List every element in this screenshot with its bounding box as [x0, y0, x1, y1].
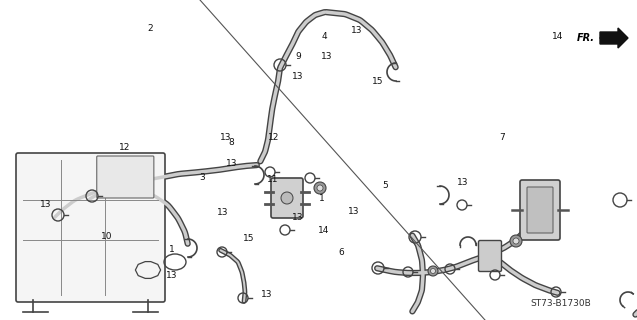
Text: 5: 5 [382, 181, 389, 190]
Circle shape [314, 182, 326, 194]
Text: 13: 13 [225, 159, 237, 168]
Text: 8: 8 [228, 138, 234, 147]
Text: 1: 1 [318, 194, 325, 203]
Text: 6: 6 [338, 248, 344, 257]
Text: 13: 13 [321, 52, 333, 60]
Text: 14: 14 [318, 226, 329, 235]
Text: 10: 10 [101, 232, 113, 241]
Text: 12: 12 [268, 133, 280, 142]
Text: 14: 14 [552, 32, 563, 41]
Text: 7: 7 [499, 133, 505, 142]
Text: 15: 15 [372, 77, 383, 86]
Circle shape [510, 235, 522, 247]
Circle shape [317, 185, 323, 191]
Text: 15: 15 [243, 234, 254, 243]
FancyBboxPatch shape [271, 178, 303, 218]
Text: 2: 2 [147, 24, 152, 33]
Text: 13: 13 [351, 26, 362, 35]
Text: 12: 12 [118, 143, 130, 152]
FancyBboxPatch shape [520, 180, 560, 240]
FancyBboxPatch shape [97, 156, 154, 198]
Circle shape [431, 268, 436, 274]
Polygon shape [600, 28, 628, 48]
Text: 9: 9 [295, 52, 301, 60]
Text: 3: 3 [199, 173, 206, 182]
FancyBboxPatch shape [527, 187, 553, 233]
Circle shape [513, 238, 519, 244]
Text: 4: 4 [322, 32, 327, 41]
Text: 13: 13 [261, 290, 272, 299]
Text: 1: 1 [169, 245, 175, 254]
Text: 13: 13 [292, 72, 303, 81]
Circle shape [428, 266, 438, 276]
Text: 13: 13 [40, 200, 52, 209]
Text: 13: 13 [457, 178, 469, 187]
Text: 13: 13 [217, 208, 229, 217]
FancyBboxPatch shape [478, 241, 501, 271]
Text: 11: 11 [267, 175, 278, 184]
Text: 13: 13 [348, 207, 360, 216]
Text: 13: 13 [292, 213, 304, 222]
Circle shape [281, 192, 293, 204]
Text: 13: 13 [166, 271, 178, 280]
Text: FR.: FR. [577, 33, 595, 43]
Text: 13: 13 [220, 133, 232, 142]
FancyBboxPatch shape [16, 153, 165, 302]
Text: ST73-B1730B: ST73-B1730B [530, 299, 590, 308]
